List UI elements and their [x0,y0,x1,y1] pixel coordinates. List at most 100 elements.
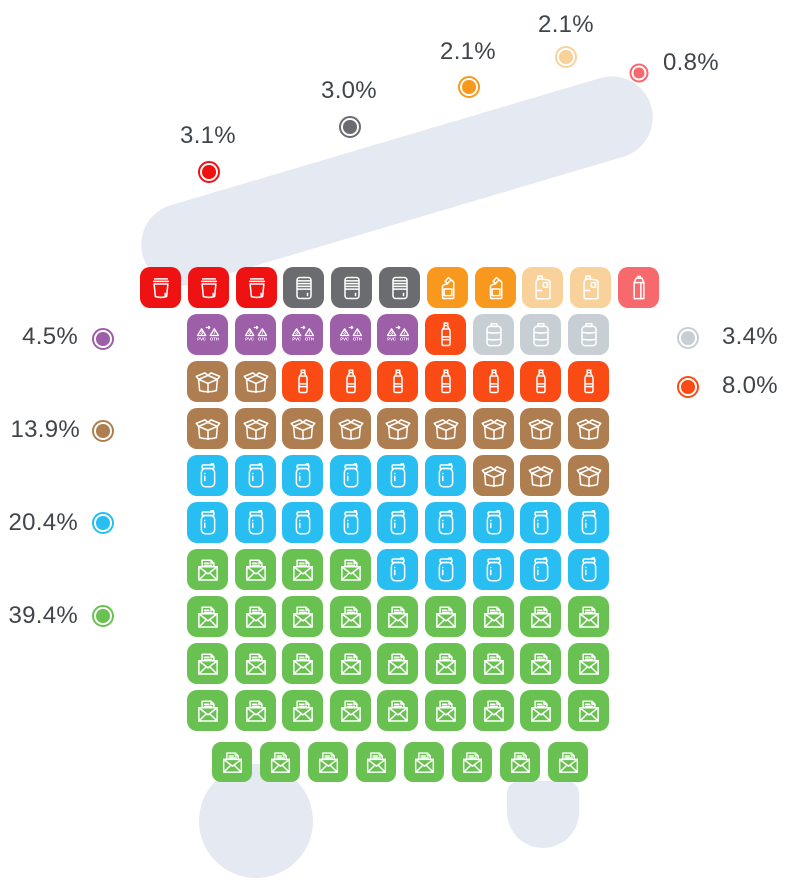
envelope-icon [578,606,599,628]
envelope-icon [340,559,361,581]
tile-envelope [282,549,323,590]
carton-icon [632,275,645,299]
pet-bottle-icon [535,368,546,393]
tile-box [330,408,371,449]
tile-envelope [235,549,276,590]
tile-box [568,455,609,496]
tile-can [331,267,372,308]
jar-icon [390,462,405,488]
tile-canister [520,314,561,355]
tile-envelope [425,643,466,684]
envelope-icon [245,653,266,675]
tile-envelope [568,596,609,637]
tile-bottle [520,361,561,402]
jar-icon [581,556,596,582]
tile-jug [570,267,611,308]
tile-envelope [282,643,323,684]
envelope-icon [558,751,578,773]
tile-envelope [377,690,418,731]
envelope-icon [197,700,218,722]
tile-envelope [330,690,371,731]
jar-icon [200,509,215,535]
percent-label-box: 13.9% [10,416,80,443]
can-icon [295,276,312,299]
tile-jar [473,549,514,590]
jar-icon [438,509,453,535]
svg-text:7: 7 [212,330,215,336]
detergent-bottle-icon [489,276,502,299]
envelope-icon [318,751,338,773]
tile-pvc: 3 7 PVC OTH [235,314,276,355]
tile-jar [425,549,466,590]
pet-bottle-icon [297,368,308,393]
pet-bottle-icon [440,321,451,346]
tile-envelope [330,643,371,684]
svg-text:3: 3 [248,330,251,336]
tile-pvc: 3 7 PVC OTH [282,314,323,355]
jar-icon [248,509,263,535]
tile-envelope [235,690,276,731]
recycle-pvc-oth-icon: 3 7 PVC OTH [386,325,409,341]
tile-envelope [235,596,276,637]
tile-bucket [188,267,229,308]
jar-icon [533,556,548,582]
tile-bottle [282,361,323,402]
svg-text:OTH: OTH [352,336,361,341]
tile-envelope [282,596,323,637]
tile-jar [568,549,609,590]
cardboard-box-icon [481,418,506,440]
cardboard-box-icon [243,371,268,393]
tile-jar [282,455,323,496]
tile-box [568,408,609,449]
tile-box [377,408,418,449]
detergent-bottle-icon [441,276,454,299]
tile-envelope [187,549,228,590]
cardboard-box-icon [481,465,506,487]
tile-detergent [427,267,468,308]
jar-icon [390,509,405,535]
tile-bucket [236,267,277,308]
tile-canister [568,314,609,355]
detergent-dot-marker [458,76,480,98]
envelope-icon [292,606,313,628]
pet-bottle-icon [583,368,594,393]
pvc-dot-marker [92,328,114,350]
box-dot-marker [92,420,114,442]
percent-label-jar: 20.4% [8,509,78,536]
tile-box [235,361,276,402]
jar-icon [295,462,310,488]
tile-jar [187,455,228,496]
recycle-pvc-oth-icon: 3 7 PVC OTH [339,325,362,341]
envelope-icon [270,751,290,773]
envelope-icon [292,559,313,581]
cardboard-box-icon [576,465,601,487]
tile-envelope [520,643,561,684]
svg-text:PVC: PVC [292,336,301,341]
tile-envelope [568,643,609,684]
tile-bottle [425,314,466,355]
tile-envelope [330,549,371,590]
tile-envelope [187,643,228,684]
percent-label-bucket: 3.1% [180,122,236,149]
recycle-pvc-oth-icon: 3 7 PVC OTH [291,325,314,341]
envelope-icon [578,700,599,722]
envelope-icon [414,751,434,773]
tile-bottle [425,361,466,402]
percent-label-bottle: 8.0% [722,372,778,399]
tile-box [235,408,276,449]
recycle-pvc-oth-icon: 3 7 PVC OTH [244,325,267,341]
tile-envelope [260,742,300,782]
cardboard-box-icon [576,418,601,440]
tile-box [282,408,323,449]
envelope-icon [578,653,599,675]
envelope-icon [387,606,408,628]
cardboard-box-icon [528,465,553,487]
tile-pvc: 3 7 PVC OTH [330,314,371,355]
tile-box [187,361,228,402]
tile-envelope [520,690,561,731]
tile-box [520,455,561,496]
tile-jar [187,502,228,543]
tile-envelope [500,742,540,782]
envelope-icon [530,653,551,675]
svg-text:3: 3 [390,330,393,336]
